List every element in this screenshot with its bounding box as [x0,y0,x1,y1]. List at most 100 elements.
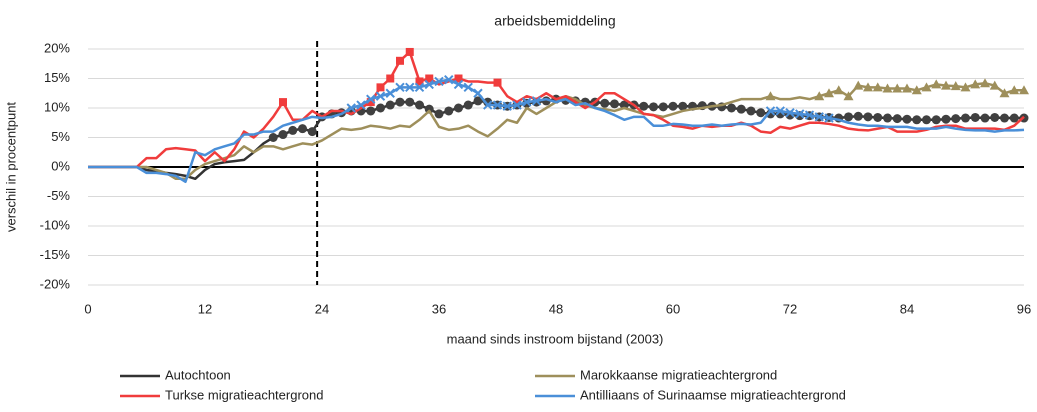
marker [727,103,736,113]
marker [512,100,522,110]
marker [395,82,405,93]
marker [649,102,658,112]
marker [999,88,1010,98]
marker [619,100,629,110]
marker [902,114,912,124]
marker [376,83,385,92]
marker [970,112,980,122]
marker [356,100,366,110]
marker [279,98,287,107]
marker [765,91,776,101]
marker [386,74,395,83]
marker [610,99,619,109]
marker [493,78,502,87]
marker [454,74,463,83]
marker [366,94,376,104]
y-tick-label: -5% [47,188,71,203]
x-tick-label: 60 [666,301,680,316]
chart-title: arbeidsbemiddeling [494,13,615,29]
marker [736,104,746,114]
marker [396,56,404,65]
marker [843,91,854,101]
y-tick-label: -15% [40,247,71,262]
legend-label: Autochtoon [165,367,231,382]
marker [950,81,961,91]
marker [268,133,278,142]
marker [804,110,815,120]
marker [824,88,834,98]
marker [911,85,922,95]
marker [1009,85,1020,95]
marker [990,112,1000,122]
marker [415,77,424,86]
marker [444,74,454,85]
marker [873,112,883,122]
y-tick-label: -10% [40,217,71,232]
marker [678,101,688,111]
y-axis-label: verschil in procentpunt [3,102,18,232]
y-tick-label: 5% [51,129,70,144]
series-line [88,78,1025,183]
marker [531,96,542,106]
marker [824,113,834,123]
legend-label: Marokkaanse migratieachtergrond [580,367,777,382]
marker [385,88,395,98]
marker [288,125,298,135]
marker [425,74,434,83]
x-tick-label: 36 [432,301,446,316]
marker [639,101,649,111]
marker [463,82,473,93]
marker [483,100,493,110]
marker [931,115,941,125]
marker [844,112,853,122]
marker [405,82,415,93]
marker [814,91,825,101]
marker [882,83,893,93]
marker [1009,113,1019,123]
legend-label: Antilliaans of Surinaamse migratieachter… [580,387,846,402]
marker [980,113,990,123]
marker [961,113,970,123]
marker [912,115,922,125]
marker [902,83,912,93]
marker [922,115,931,125]
marker [658,102,668,112]
y-tick-label: 15% [44,70,70,85]
y-tick-label: 10% [44,99,70,114]
y-tick-label: 20% [44,40,70,55]
marker [941,80,951,90]
marker [863,112,873,122]
marker [366,106,376,116]
marker [833,85,844,95]
marker [375,91,386,101]
marker [795,109,805,119]
marker [405,47,414,56]
marker [444,106,454,116]
marker [492,100,503,110]
marker [989,80,1000,90]
marker [863,82,873,92]
marker [1019,85,1029,95]
marker [453,79,464,90]
marker [892,114,902,124]
marker [473,88,483,98]
marker [746,106,756,116]
marker [892,83,903,93]
marker [463,100,473,110]
marker [921,82,932,92]
x-tick-label: 0 [84,301,91,316]
marker [668,101,678,111]
marker [376,103,385,113]
marker [883,113,892,123]
x-tick-label: 48 [549,301,563,316]
marker [307,127,317,137]
marker [454,103,463,113]
marker [814,112,824,122]
marker [872,82,883,92]
x-tick-label: 12 [198,301,212,316]
y-tick-label: 0% [51,158,70,173]
marker [960,82,971,92]
marker [853,80,864,90]
marker [853,111,863,121]
marker [424,79,434,90]
